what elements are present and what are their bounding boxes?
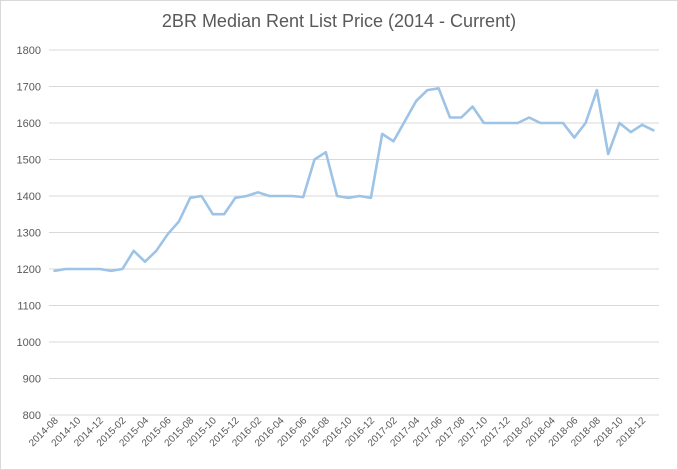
y-tick-label-1300: 1300	[17, 228, 41, 240]
y-tick-label-1400: 1400	[17, 191, 41, 203]
y-tick-label-1500: 1500	[17, 155, 41, 167]
y-tick-label-1600: 1600	[17, 118, 41, 130]
y-tick-label-1000: 1000	[17, 337, 41, 349]
y-tick-label-900: 900	[23, 374, 41, 386]
y-tick-label-1700: 1700	[17, 82, 41, 94]
y-tick-label-1200: 1200	[17, 264, 41, 276]
y-tick-label-800: 800	[23, 410, 41, 422]
series-line-0	[53, 87, 655, 273]
y-tick-label-1800: 1800	[17, 45, 41, 57]
y-tick-label-1100: 1100	[17, 301, 41, 313]
chart-title: 2BR Median Rent List Price (2014 - Curre…	[161, 11, 517, 31]
